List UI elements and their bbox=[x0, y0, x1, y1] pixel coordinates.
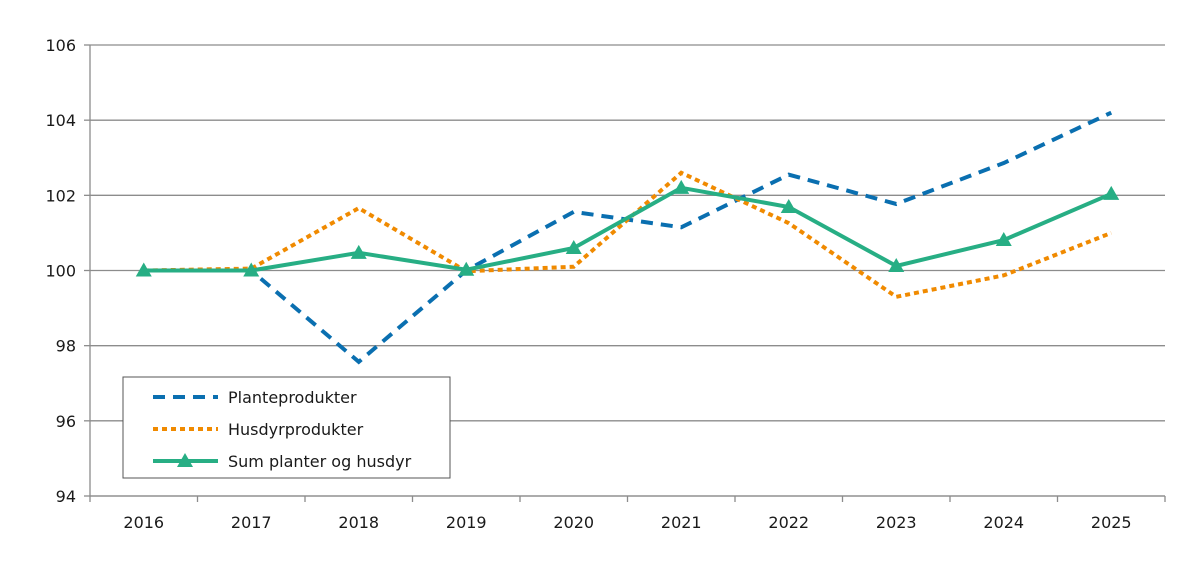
y-tick-label: 102 bbox=[45, 186, 76, 205]
y-tick-label: 96 bbox=[56, 412, 76, 431]
y-tick-label: 94 bbox=[56, 487, 76, 506]
series-line-0 bbox=[143, 110, 1113, 365]
legend-label: Husdyrprodukter bbox=[228, 420, 364, 439]
data-point-marker bbox=[888, 257, 905, 272]
legend-label: Sum planter og husdyr bbox=[228, 452, 412, 471]
data-point-marker bbox=[243, 262, 260, 277]
data-point-marker bbox=[995, 232, 1012, 247]
x-tick-label: 2018 bbox=[338, 513, 379, 532]
x-tick-label: 2022 bbox=[768, 513, 809, 532]
series-line-2 bbox=[143, 185, 1113, 273]
x-tick-label: 2019 bbox=[446, 513, 487, 532]
data-point-marker bbox=[135, 262, 152, 277]
y-tick-label: 100 bbox=[45, 262, 76, 281]
data-point-marker bbox=[1103, 185, 1120, 200]
data-point-marker bbox=[350, 244, 367, 259]
legend-label: Planteprodukter bbox=[228, 388, 357, 407]
y-tick-label: 104 bbox=[45, 111, 76, 130]
x-tick-label: 2016 bbox=[123, 513, 164, 532]
data-point-marker bbox=[780, 198, 797, 213]
data-point-marker bbox=[565, 239, 582, 254]
legend-marker bbox=[177, 453, 193, 467]
series-line-1 bbox=[143, 170, 1112, 299]
y-tick-label: 98 bbox=[56, 337, 76, 356]
x-tick-label: 2023 bbox=[876, 513, 917, 532]
y-tick-label: 106 bbox=[45, 36, 76, 55]
x-tick-label: 2017 bbox=[231, 513, 272, 532]
x-tick-label: 2025 bbox=[1091, 513, 1132, 532]
x-tick-label: 2021 bbox=[661, 513, 702, 532]
data-point-marker bbox=[673, 179, 690, 194]
data-point-marker bbox=[458, 261, 475, 276]
x-tick-label: 2024 bbox=[983, 513, 1024, 532]
x-tick-label: 2020 bbox=[553, 513, 594, 532]
